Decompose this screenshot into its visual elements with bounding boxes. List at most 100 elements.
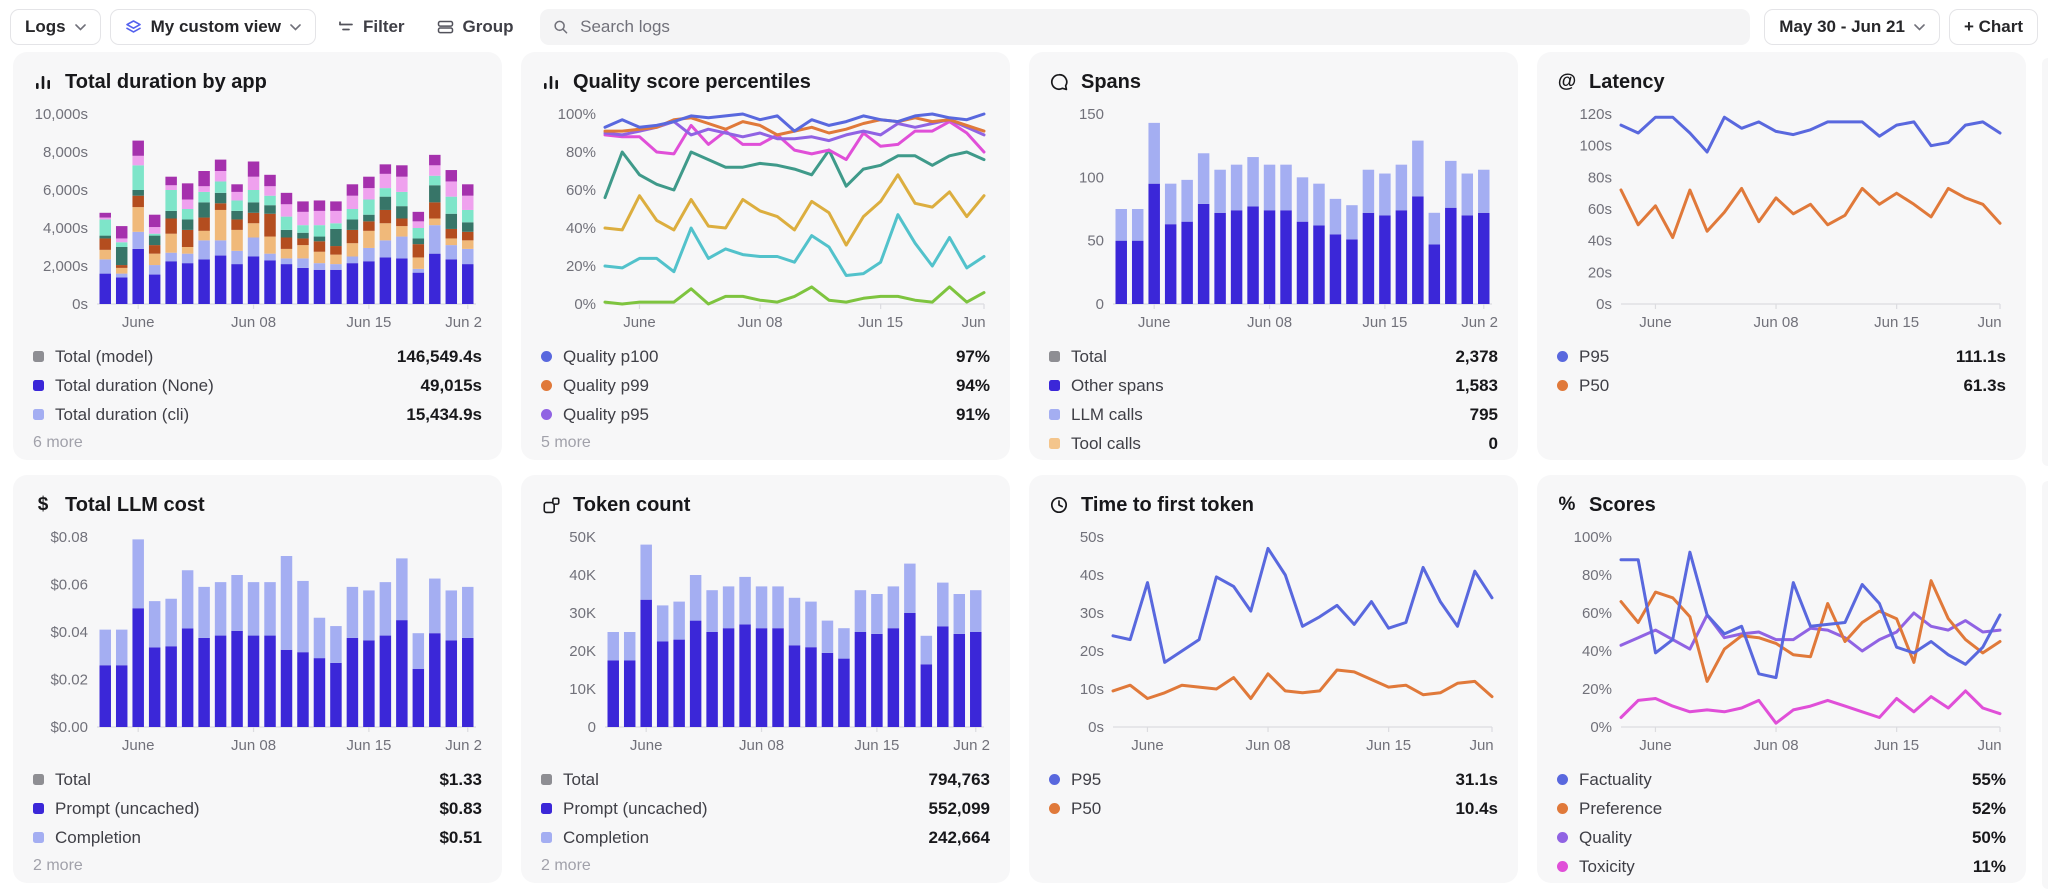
legend-row[interactable]: Completion $0.51 [33,823,482,852]
card-spans: Spans 0 50 100 150 June Jun 08 Jun 15 Jun 22 To… [1029,52,1518,460]
legend-label: Completion [563,827,649,847]
custom-view-dropdown[interactable]: My custom view [109,9,316,45]
legend-row[interactable]: Preference 52% [1557,794,2006,823]
chart-token-count[interactable]: 0 10K 20K 30K 40K 50K June Jun 08 Jun 15 Jun 22 [541,525,990,757]
svg-text:2,000s: 2,000s [43,258,88,275]
legend-value: 10.4s [1455,798,1498,818]
legend-row[interactable]: Quality 50% [1557,823,2006,852]
chart-total-llm-cost[interactable]: $0.00 $0.02 $0.04 $0.06 $0.08 June Jun 08 Jun 1… [33,525,482,757]
legend-row[interactable]: Total duration (cli) 15,434.9s [33,400,482,429]
legend-swatch [33,803,44,814]
legend-row[interactable]: Other spans 1,583 [1049,371,1498,400]
svg-text:Jun 22: Jun 22 [953,737,990,754]
svg-text:30s: 30s [1080,605,1104,622]
legend-value: 11% [1972,856,2006,876]
filter-button[interactable]: Filter [328,17,415,37]
legend-row[interactable]: P95 111.1s [1557,342,2006,371]
legend-more[interactable]: 6 more [33,434,83,451]
add-chart-label: + Chart [1963,17,2023,36]
legend-row[interactable]: Total 2,378 [1049,342,1498,371]
svg-text:6,000s: 6,000s [43,182,88,199]
legend-label: Total [1071,346,1107,366]
legend-row[interactable]: LLM calls 795 [1049,400,1498,429]
svg-text:Jun 08: Jun 08 [1247,314,1292,331]
legend-swatch [1557,803,1568,814]
svg-text:40s: 40s [1588,233,1612,250]
legend-swatch [1557,351,1568,362]
legend-row[interactable]: Total $1.33 [33,765,482,794]
group-button[interactable]: Group [427,17,524,37]
legend-more[interactable]: 5 more [541,434,591,451]
card-total-llm-cost: $ Total LLM cost $0.00 $0.02 $0.04 $0.06 $0.… [13,475,502,883]
svg-text:Jun 08: Jun 08 [1246,737,1291,754]
svg-text:$0.00: $0.00 [50,719,88,736]
legend-row[interactable]: Quality p100 97% [541,342,990,371]
chart-time-to-first-token[interactable]: 0s 10s 20s 30s 40s 50s June Jun 08 Jun 15 Jun 22 [1049,525,1498,757]
legend-swatch [1049,803,1060,814]
legend-more[interactable]: 2 more [33,857,83,874]
card-title: Token count [573,493,691,516]
add-chart-button[interactable]: + Chart [1948,9,2038,45]
svg-text:60s: 60s [1588,201,1612,218]
legend-label: P50 [1071,798,1102,818]
legend-row[interactable]: Prompt (uncached) $0.83 [33,794,482,823]
svg-text:Jun 15: Jun 15 [1362,314,1407,331]
legend-row[interactable]: P50 61.3s [1557,371,2006,400]
legend-row[interactable]: Quality p95 91% [541,400,990,429]
legend-row[interactable]: Total (model) 146,549.4s [33,342,482,371]
chart-latency[interactable]: 0s 20s 40s 60s 80s 100s 120s June Jun 08 Jun 15 Ju… [1557,102,2006,334]
legend-row[interactable]: Factuality 55% [1557,765,2006,794]
legend-swatch [1049,351,1060,362]
legend-value: 50% [1971,827,2006,847]
svg-text:$0.04: $0.04 [50,624,88,641]
topbar: Logs My custom view Filter Group May 30 … [0,0,2048,50]
svg-text:100s: 100s [1579,138,1612,155]
chart-scores[interactable]: 0% 20% 40% 60% 80% 100% June Jun 08 Jun 15 Jun 22 [1557,525,2006,757]
svg-text:June: June [122,314,155,331]
logs-dropdown[interactable]: Logs [10,9,101,45]
svg-text:June: June [122,737,155,754]
legend-label: Quality p100 [563,346,659,366]
legend-more[interactable]: 2 more [541,857,591,874]
legend-row[interactable]: Prompt (uncached) 552,099 [541,794,990,823]
legend-value: 55% [1971,769,2006,789]
svg-text:50: 50 [1087,233,1104,250]
legend-swatch [33,832,44,843]
svg-text:June: June [1138,314,1171,331]
legend-row[interactable]: Quality p99 94% [541,371,990,400]
search-icon [553,20,567,34]
legend-row[interactable]: Completion 242,664 [541,823,990,852]
svg-text:Jun 22: Jun 22 [1977,314,2006,331]
svg-text:120s: 120s [1579,106,1612,123]
legend-value: 61.3s [1963,375,2006,395]
legend-row[interactable]: Total 794,763 [541,765,990,794]
search-input[interactable] [578,16,1738,38]
search-box[interactable] [539,9,1751,45]
svg-text:0: 0 [1096,296,1104,313]
legend-row[interactable]: P95 31.1s [1049,765,1498,794]
date-range-dropdown[interactable]: May 30 - Jun 21 [1764,9,1940,45]
svg-text:60%: 60% [1582,605,1612,622]
legend-label: Other spans [1071,375,1164,395]
chart-quality-score-percentiles[interactable]: 0% 20% 40% 60% 80% 100% June Jun 08 Jun 15 Jun 22 [541,102,990,334]
group-icon [437,20,453,34]
svg-text:100%: 100% [558,106,596,123]
dashboard-grid: Total duration by app 0s 2,000s 4,000s 6,00… [0,50,2048,885]
chart-spans[interactable]: 0 50 100 150 June Jun 08 Jun 15 Jun 22 [1049,102,1498,334]
group-label: Group [462,17,514,36]
card-latency: @ Latency 0s 20s 40s 60s 80s 100s 120s June Jun … [1537,52,2026,460]
dollar-icon: $ [37,494,49,515]
legend-label: Quality p99 [563,375,649,395]
legend-label: Preference [1579,798,1663,818]
legend-row[interactable]: P50 10.4s [1049,794,1498,823]
legend-row[interactable]: Toxicity 11% [1557,852,2006,881]
svg-text:4,000s: 4,000s [43,220,88,237]
legend-label: LLM calls [1071,404,1143,424]
legend-row[interactable]: Total duration (None) 49,015s [33,371,482,400]
legend-row[interactable]: Tool calls 0 [1049,429,1498,458]
legend-swatch [1557,380,1568,391]
legend-label: Prompt (uncached) [563,798,708,818]
legend-label: Toxicity [1579,856,1635,876]
chart-total-duration-by-app[interactable]: 0s 2,000s 4,000s 6,000s 8,000s 10,000s June Jun… [33,102,482,334]
legend-swatch [541,409,552,420]
